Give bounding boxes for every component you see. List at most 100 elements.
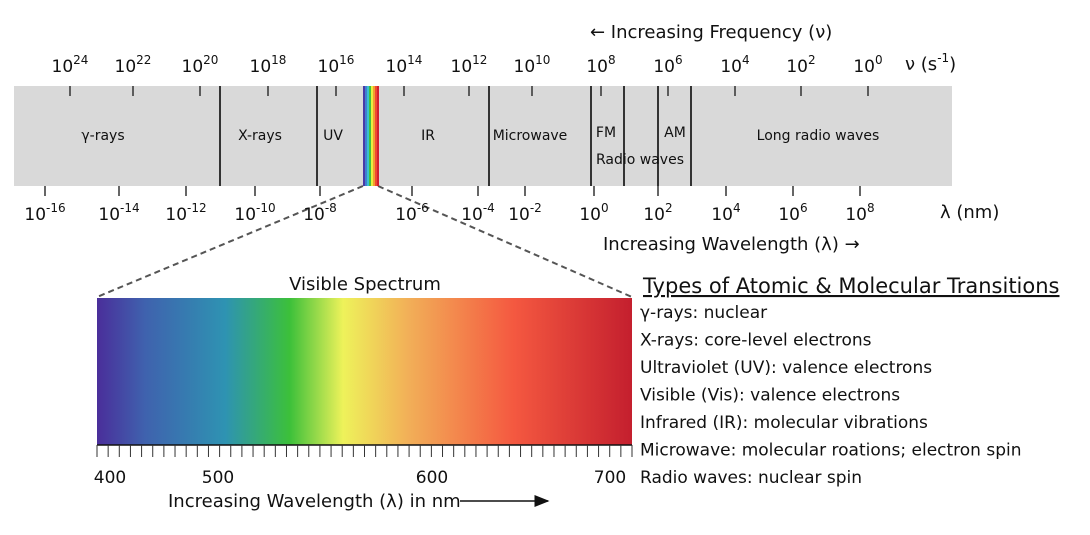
- frequency-tick: 1018: [250, 53, 287, 77]
- tick-exp: -6: [417, 201, 429, 215]
- tick-base: 10: [711, 205, 733, 225]
- tick-exp: -10: [256, 201, 276, 215]
- tick-exp: 16: [339, 53, 354, 67]
- tick-exp: 6: [675, 53, 683, 67]
- wavelength-tick: 10-16: [24, 201, 65, 225]
- rainbow-stripe: [377, 86, 379, 186]
- transition-item: Microwave: molecular roations; electron …: [640, 441, 1022, 461]
- wavelength-tick: 10-2: [508, 201, 542, 225]
- tick-base: 10: [52, 57, 74, 77]
- rainbow-stripe: [373, 86, 375, 186]
- visible-title: Visible Spectrum: [289, 274, 441, 295]
- region-label: X-rays: [238, 128, 282, 144]
- frequency-unit: ν (s-1): [905, 51, 956, 75]
- tick-base: 10: [778, 205, 800, 225]
- visible-axis-label: Increasing Wavelength (λ) in nm: [168, 491, 461, 512]
- region-label: UV: [323, 128, 343, 144]
- frequency-tick: 1020: [182, 53, 219, 77]
- rainbow-stripe: [369, 86, 371, 186]
- region-label: Microwave: [493, 128, 568, 144]
- region-label: Long radio waves: [757, 128, 880, 144]
- rainbow-stripe: [367, 86, 369, 186]
- unit-tail: ): [949, 54, 956, 75]
- tick-exp: 0: [601, 201, 609, 215]
- transition-item: Ultraviolet (UV): valence electrons: [640, 358, 932, 378]
- tick-base: 10: [98, 205, 120, 225]
- frequency-tick: 108: [586, 53, 615, 77]
- wavelength-unit: λ (nm): [940, 202, 999, 223]
- tick-exp: 12: [472, 53, 487, 67]
- region-label: AM: [664, 125, 686, 141]
- tick-base: 10: [303, 205, 325, 225]
- tick-exp: 18: [271, 53, 286, 67]
- tick-exp: 4: [733, 201, 741, 215]
- tick-exp: 8: [867, 201, 875, 215]
- tick-exp: 8: [608, 53, 616, 67]
- zoom-line: [96, 185, 364, 298]
- transition-item: X-rays: core-level electrons: [640, 331, 872, 351]
- frequency-tick: 1022: [115, 53, 152, 77]
- wavelength-tick: 10-14: [98, 201, 139, 225]
- tick-base: 10: [461, 205, 483, 225]
- tick-base: 10: [720, 57, 742, 77]
- tick-exp: 2: [808, 53, 816, 67]
- tick-base: 10: [182, 57, 204, 77]
- transition-item: Infrared (IR): molecular vibrations: [640, 413, 928, 433]
- frequency-tick: 100: [853, 53, 882, 77]
- tick-exp: 10: [535, 53, 550, 67]
- region-label: IR: [421, 128, 435, 144]
- wavelength-tick: 106: [778, 201, 807, 225]
- tick-exp: 2: [665, 201, 673, 215]
- unit-text: ν (s: [905, 54, 937, 75]
- tick-base: 10: [24, 205, 46, 225]
- zoom-line: [377, 185, 633, 298]
- frequency-tick: 102: [786, 53, 815, 77]
- visible-tick: 600: [416, 468, 448, 488]
- tick-base: 10: [786, 57, 808, 77]
- frequency-tick: 1024: [52, 53, 89, 77]
- tick-base: 10: [318, 57, 340, 77]
- frequency-tick: 106: [653, 53, 682, 77]
- visible-tick: 700: [594, 468, 626, 488]
- tick-base: 10: [586, 57, 608, 77]
- tick-exp: -8: [325, 201, 337, 215]
- tick-base: 10: [115, 57, 137, 77]
- visible-gradient: [97, 298, 632, 445]
- wavelength-title: Increasing Wavelength (λ) →: [603, 234, 860, 255]
- tick-exp: -4: [483, 201, 495, 215]
- frequency-tick: 104: [720, 53, 749, 77]
- tick-exp: 20: [203, 53, 218, 67]
- tick-base: 10: [250, 57, 272, 77]
- tick-base: 10: [508, 205, 530, 225]
- transition-item: Visible (Vis): valence electrons: [640, 386, 900, 406]
- wavelength-tick: 104: [711, 201, 740, 225]
- region-label: FM: [596, 125, 616, 141]
- wavelength-tick: 10-4: [461, 201, 495, 225]
- rainbow-stripe: [371, 86, 373, 186]
- tick-base: 10: [451, 57, 473, 77]
- tick-exp: -2: [530, 201, 542, 215]
- region-label: Radio waves: [596, 152, 684, 168]
- tick-base: 10: [395, 205, 417, 225]
- tick-base: 10: [386, 57, 408, 77]
- frequency-tick: 1012: [451, 53, 488, 77]
- tick-base: 10: [579, 205, 601, 225]
- tick-exp: -12: [187, 201, 207, 215]
- rainbow-stripe: [363, 86, 365, 186]
- tick-base: 10: [653, 57, 675, 77]
- transition-item: γ-rays: nuclear: [640, 303, 767, 323]
- tick-exp: -16: [46, 201, 66, 215]
- visible-tick: 500: [202, 468, 234, 488]
- tick-exp: -14: [120, 201, 140, 215]
- wavelength-tick: 108: [845, 201, 874, 225]
- tick-base: 10: [165, 205, 187, 225]
- tick-exp: 22: [136, 53, 151, 67]
- tick-exp: 4: [742, 53, 750, 67]
- unit-exp: -1: [937, 51, 949, 65]
- transition-item: Radio waves: nuclear spin: [640, 468, 862, 488]
- wavelength-tick: 10-10: [234, 201, 275, 225]
- tick-base: 10: [643, 205, 665, 225]
- frequency-tick: 1016: [318, 53, 355, 77]
- tick-base: 10: [234, 205, 256, 225]
- rainbow-stripe: [375, 86, 377, 186]
